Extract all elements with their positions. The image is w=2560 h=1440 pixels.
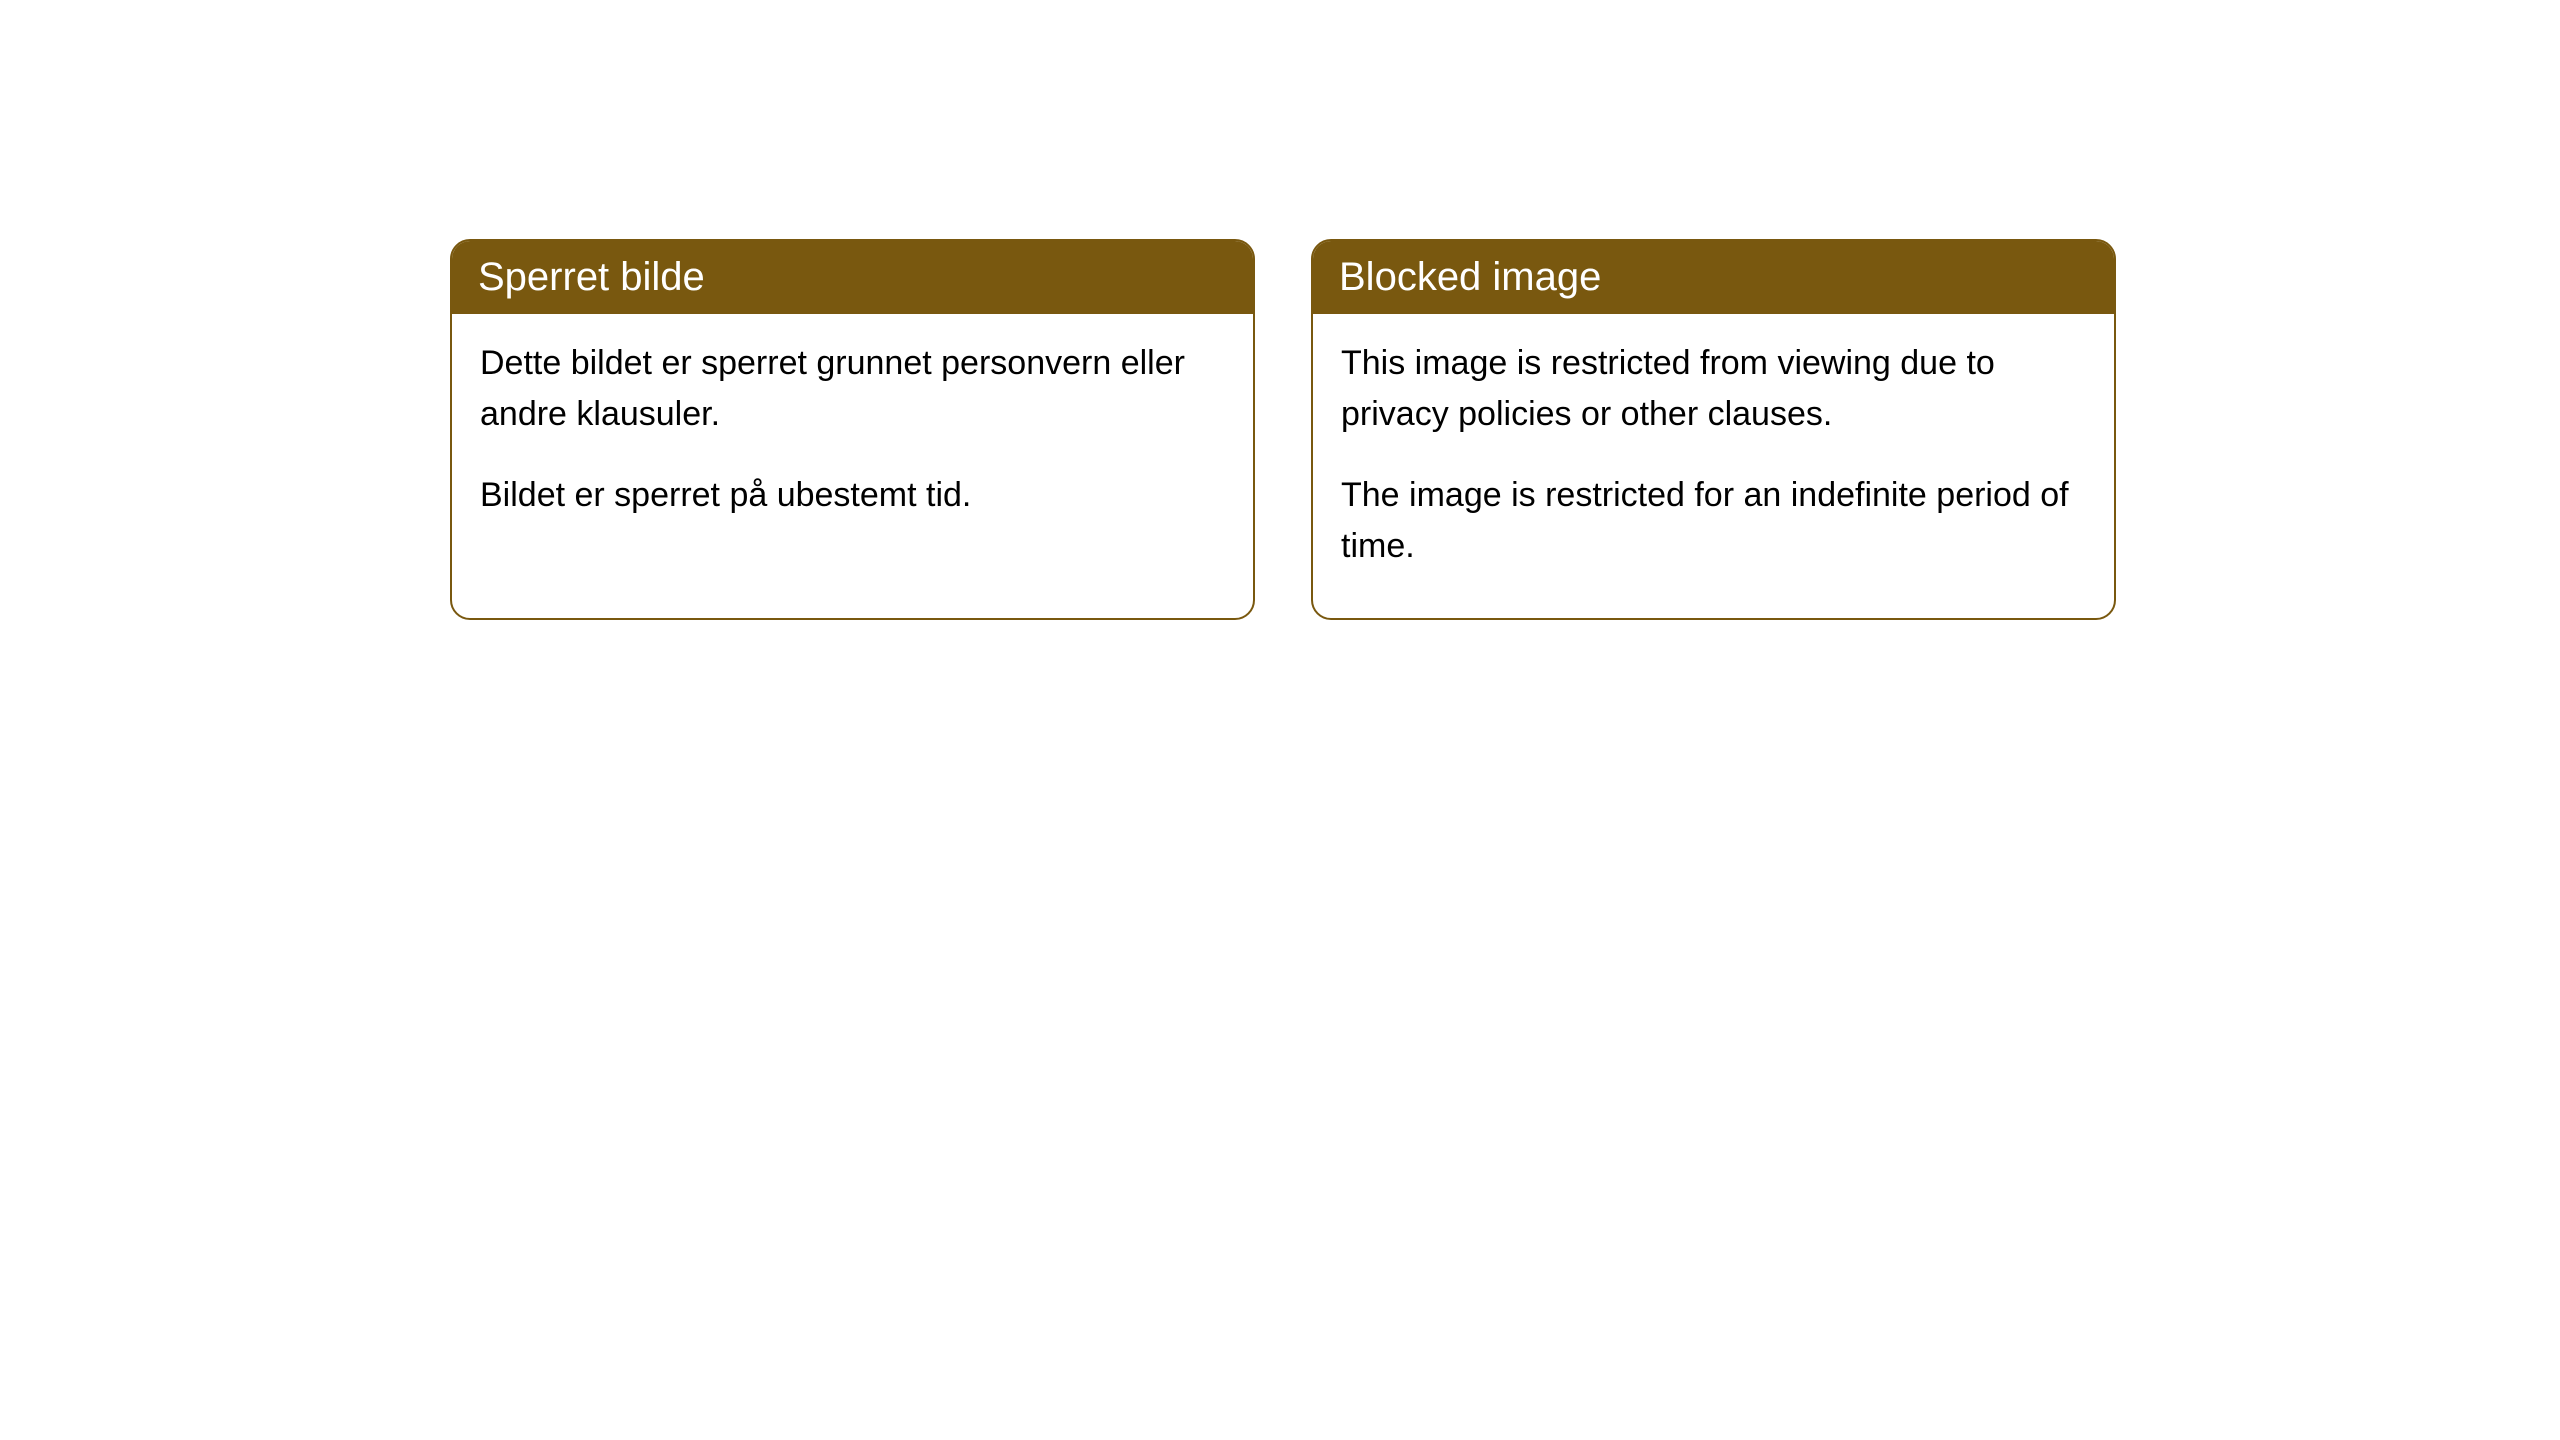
- card-body-no: Dette bildet er sperret grunnet personve…: [452, 314, 1253, 567]
- card-body-en: This image is restricted from viewing du…: [1313, 314, 2114, 618]
- blocked-image-card-en: Blocked image This image is restricted f…: [1311, 239, 2116, 620]
- card-paragraph-en-1: This image is restricted from viewing du…: [1341, 338, 2086, 440]
- card-header-en: Blocked image: [1313, 241, 2114, 314]
- blocked-image-card-no: Sperret bilde Dette bildet er sperret gr…: [450, 239, 1255, 620]
- card-paragraph-en-2: The image is restricted for an indefinit…: [1341, 470, 2086, 572]
- cards-container: Sperret bilde Dette bildet er sperret gr…: [0, 0, 2560, 620]
- card-paragraph-no-1: Dette bildet er sperret grunnet personve…: [480, 338, 1225, 440]
- card-header-no: Sperret bilde: [452, 241, 1253, 314]
- card-paragraph-no-2: Bildet er sperret på ubestemt tid.: [480, 470, 1225, 521]
